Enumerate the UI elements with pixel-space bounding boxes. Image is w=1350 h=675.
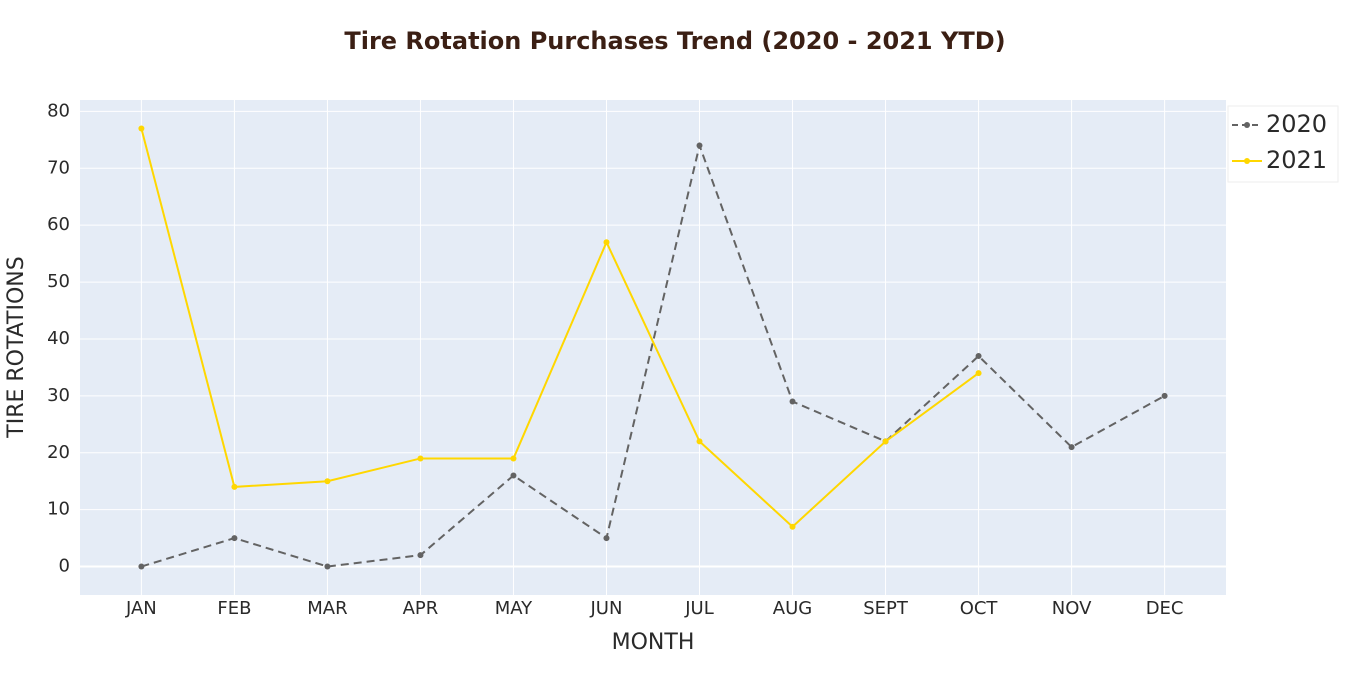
lines (138, 125, 1168, 570)
point (231, 483, 238, 490)
grid (80, 100, 1226, 595)
y-tick-label: 80 (47, 100, 70, 121)
point (975, 353, 982, 360)
point (603, 535, 610, 542)
y-tick-label: 60 (47, 214, 70, 235)
x-tick-label: MAY (495, 598, 533, 619)
point (417, 455, 424, 462)
x-tick-label: SEPT (863, 598, 909, 619)
chart-title: Tire Rotation Purchases Trend (2020 - 20… (344, 27, 1005, 55)
y-tick-label: 10 (47, 499, 70, 520)
point (696, 438, 703, 445)
point (510, 472, 517, 479)
y-tick-label: 50 (47, 271, 70, 292)
legend-box (1227, 105, 1339, 183)
y-tick-label: 70 (47, 157, 70, 178)
x-tick-label: AUG (773, 598, 812, 619)
point (417, 552, 424, 559)
point (789, 523, 796, 530)
plot-area (80, 100, 1226, 595)
point (696, 142, 703, 149)
point (231, 535, 238, 542)
x-tick-label: NOV (1052, 598, 1092, 619)
point (324, 563, 331, 570)
point (1161, 392, 1168, 399)
point (510, 455, 517, 462)
y-tick-label: 0 (59, 556, 70, 577)
x-tick-label: APR (403, 598, 439, 619)
point (789, 398, 796, 405)
point (138, 125, 145, 132)
point (603, 239, 610, 246)
x-tick-label: FEB (217, 598, 251, 619)
series-line (141, 142, 1166, 568)
point (1068, 444, 1075, 451)
x-axis-title: MONTH (612, 630, 695, 655)
y-tick-label: 40 (47, 328, 70, 349)
legend-label: 2021 (1266, 146, 1327, 174)
point (138, 563, 145, 570)
point (324, 478, 331, 485)
x-tick-label: DEC (1146, 598, 1184, 619)
x-tick-label: OCT (960, 598, 999, 619)
x-tick-label: MAR (307, 598, 347, 619)
point (882, 438, 889, 445)
legend-marker (1244, 122, 1250, 128)
x-tick-label: JUN (590, 598, 623, 619)
legend-marker (1244, 158, 1250, 164)
legend-label: 2020 (1266, 110, 1327, 138)
y-tick-label: 20 (47, 442, 70, 463)
legend: 2020 2021 (1227, 105, 1339, 183)
point (975, 370, 982, 377)
y-axis-title: TIRE ROTATIONS (4, 256, 29, 438)
x-tick-label: JAN (125, 598, 157, 619)
x-tick-label: JUL (684, 598, 714, 619)
y-tick-label: 30 (47, 385, 70, 406)
series-line (140, 128, 980, 529)
